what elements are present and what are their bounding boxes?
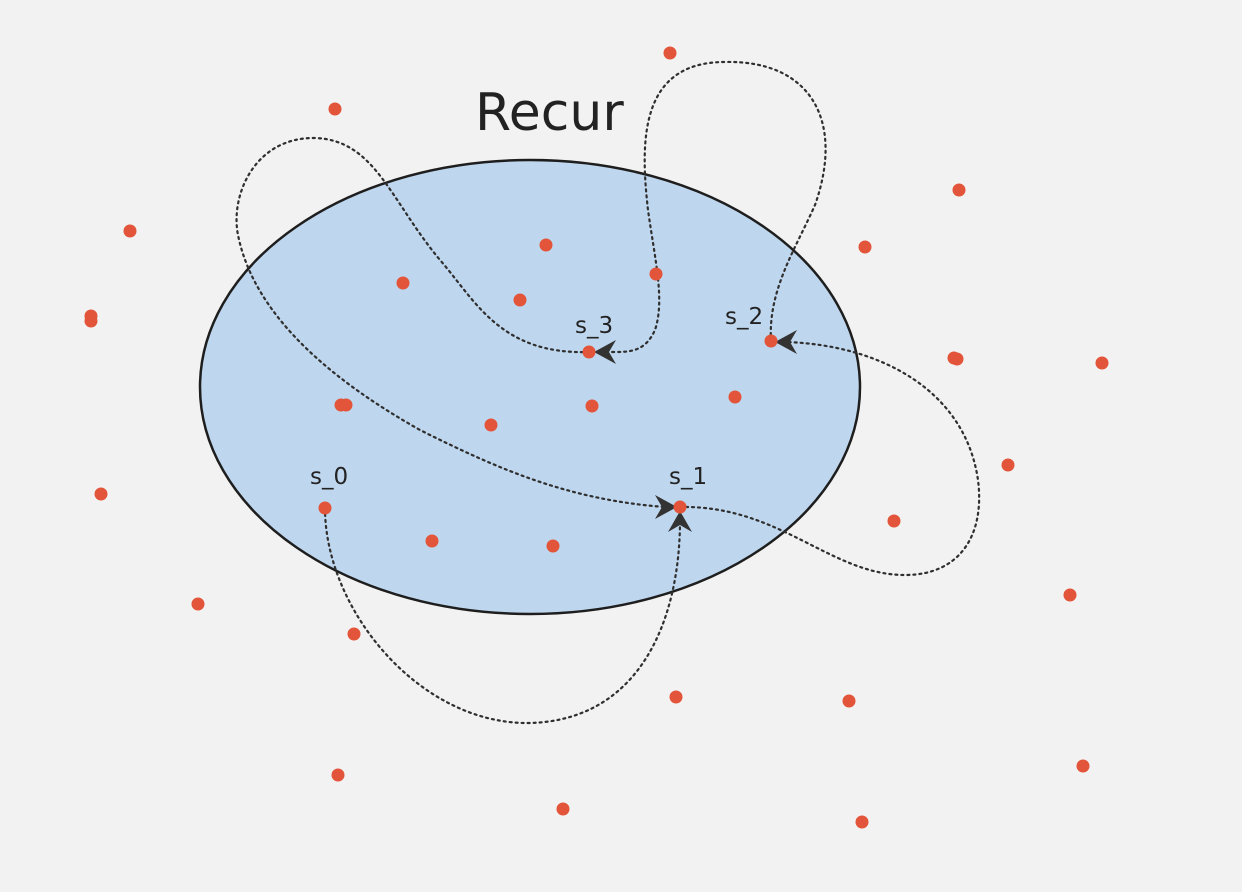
state-s2: s_2: [725, 304, 778, 348]
state-label: s_2: [725, 304, 763, 330]
point: [855, 815, 869, 829]
point: [94, 487, 108, 501]
point: [84, 314, 98, 328]
trajectory-s3-to-s1: [235, 136, 667, 509]
region-title: Recur: [475, 83, 624, 143]
point: [347, 627, 361, 641]
recur-region: [198, 158, 862, 616]
point: [952, 183, 966, 197]
trajectory-s2-to-s3: [610, 60, 827, 354]
point: [513, 293, 527, 307]
point: [728, 390, 742, 404]
point: [842, 694, 856, 708]
point: [1095, 356, 1109, 370]
point: [328, 102, 342, 116]
point: [546, 539, 560, 553]
state-point: [318, 501, 332, 515]
state-s1: s_1: [669, 464, 707, 514]
point: [1076, 759, 1090, 773]
arrowhead-into-s2: [775, 330, 797, 354]
point: [484, 418, 498, 432]
state-label: s_1: [669, 464, 707, 490]
point: [858, 240, 872, 254]
point: [556, 802, 570, 816]
state-label: s_0: [310, 464, 348, 490]
point: [663, 46, 677, 60]
point: [887, 514, 901, 528]
arrowheads: [594, 330, 797, 532]
point: [669, 690, 683, 704]
arrowhead-into-s1-from-left: [655, 495, 677, 519]
arrowhead-into-s3: [594, 340, 616, 364]
point: [425, 534, 439, 548]
point: [339, 398, 353, 412]
point: [396, 276, 410, 290]
point: [1001, 458, 1015, 472]
state-point: [673, 500, 687, 514]
state-s0: s_0: [310, 464, 348, 515]
point: [539, 238, 553, 252]
state-point: [582, 345, 596, 359]
scatter-points: [84, 46, 1109, 829]
trajectory-s0-to-s1: [323, 506, 682, 725]
point: [123, 224, 137, 238]
point: [649, 267, 663, 281]
arrowhead-into-s1-from-below: [668, 511, 692, 532]
point: [950, 352, 964, 366]
state-point: [764, 334, 778, 348]
state-s3: s_3: [575, 313, 613, 359]
trajectories: [235, 60, 981, 725]
point: [1063, 588, 1077, 602]
point: [191, 597, 205, 611]
point: [331, 768, 345, 782]
point: [585, 399, 599, 413]
state-label: s_3: [575, 313, 613, 339]
trajectory-s1-to-s2: [678, 340, 981, 577]
